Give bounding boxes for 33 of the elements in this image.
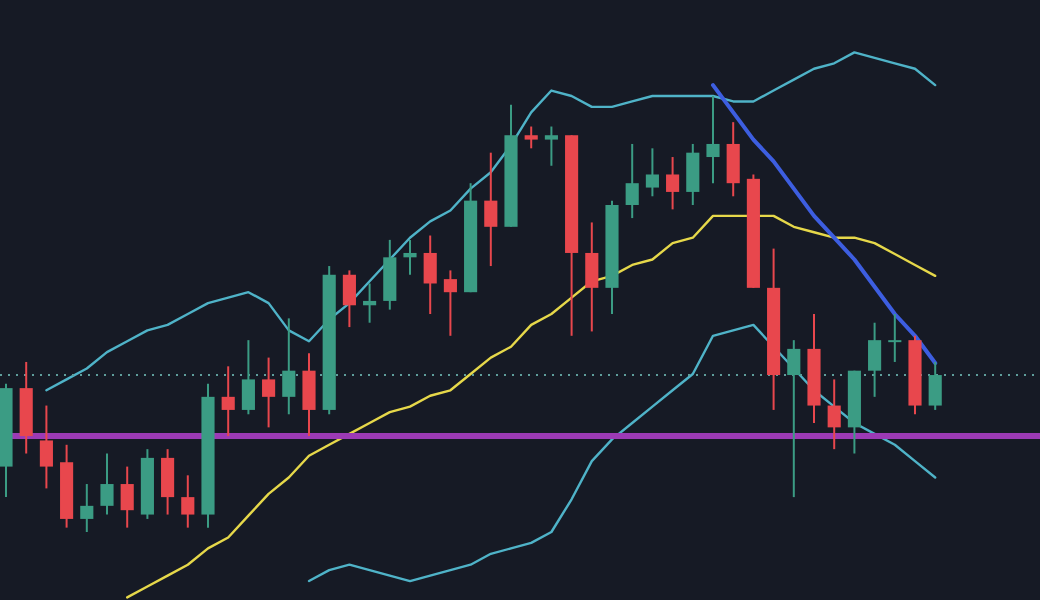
candlestick — [363, 282, 377, 324]
candlestick — [524, 125, 538, 150]
candlestick — [39, 404, 53, 490]
candlestick — [120, 465, 134, 529]
candlestick — [80, 483, 94, 533]
candlestick — [342, 269, 356, 329]
candlestick — [443, 269, 457, 337]
candlestick — [241, 339, 255, 416]
candlestick — [403, 238, 417, 276]
candlestick — [928, 360, 942, 411]
candlestick — [888, 313, 902, 363]
candlestick — [423, 234, 437, 315]
candlestick — [726, 121, 740, 198]
candlestick — [544, 125, 558, 167]
candlestick — [302, 352, 316, 438]
candlestick — [383, 238, 397, 311]
candlestick — [282, 317, 296, 416]
candlestick — [585, 221, 599, 333]
candlestick — [787, 339, 801, 499]
candlestick — [484, 151, 498, 268]
candlestick — [666, 156, 680, 211]
candlestick — [706, 95, 720, 185]
candlestick — [645, 147, 659, 198]
candlestick — [262, 356, 276, 429]
candlestick — [686, 142, 700, 206]
candlestick — [19, 360, 33, 455]
candlestick — [827, 378, 841, 451]
candlestick — [221, 365, 235, 438]
candlestick — [100, 452, 114, 516]
candlestick — [161, 448, 175, 516]
candlestick — [181, 474, 195, 529]
candlestick — [868, 321, 882, 398]
candlestick — [625, 142, 639, 220]
